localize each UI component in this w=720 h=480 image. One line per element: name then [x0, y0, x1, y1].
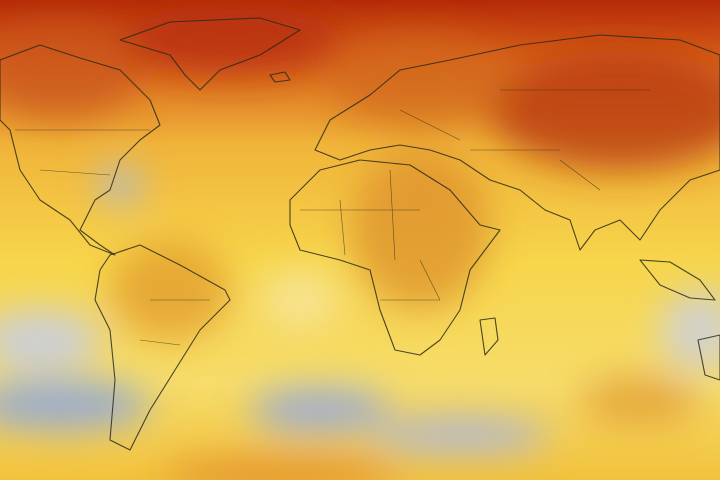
- borders: [15, 89, 650, 346]
- anomaly-field: [0, 5, 720, 480]
- coastlines: [0, 17, 720, 451]
